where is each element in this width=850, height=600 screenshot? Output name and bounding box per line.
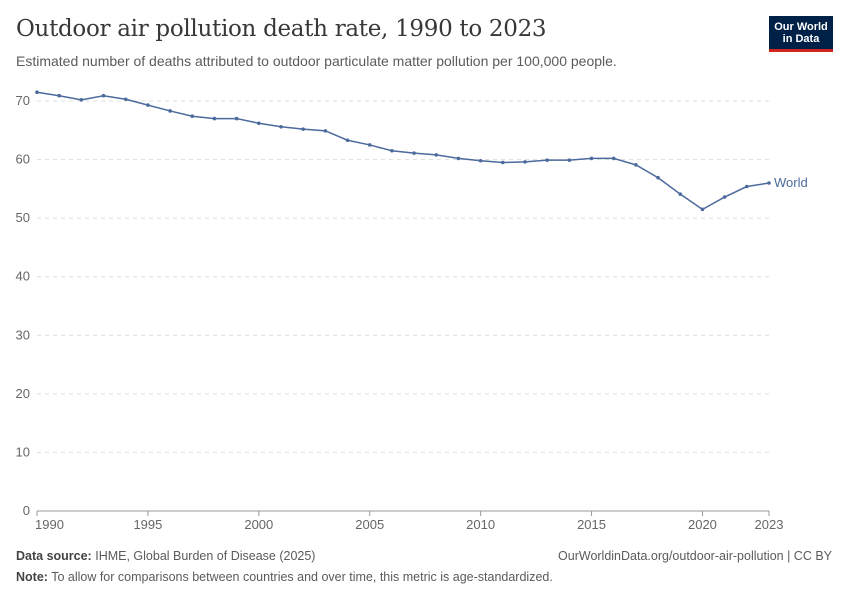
data-point [123,97,128,102]
y-tick-label: 60 [16,152,30,167]
data-point [611,156,616,161]
note-text: To allow for comparisons between countri… [51,570,553,584]
data-point [390,148,394,153]
x-tick-label: 2010 [466,517,495,532]
data-point [501,160,505,165]
x-tick-label: 2020 [688,517,717,532]
series-line-world [36,91,770,211]
data-point [456,156,461,161]
logo-line-1: Our World [774,21,828,33]
data-point [212,116,217,121]
note-label: Note: [16,570,48,584]
logo-line-2: in Data [782,33,820,45]
series-label: World [774,175,808,190]
data-point [567,158,572,162]
data-source: Data source: IHME, Global Burden of Dise… [16,549,315,563]
y-tick-label: 20 [16,386,30,401]
x-tick-label: 1995 [133,517,162,532]
note: Note: To allow for comparisons between c… [16,570,553,584]
data-point [279,124,283,129]
data-point [168,109,172,113]
data-point [57,93,61,98]
data-point [323,129,328,133]
data-point [190,114,195,119]
x-tick-label: 2005 [355,517,384,532]
data-point [767,181,771,185]
x-tick-label: 1990 [35,517,64,532]
data-point [656,175,660,180]
y-tick-label: 50 [16,210,30,225]
data-point [257,121,261,126]
data-point [79,98,84,102]
chart-title: Outdoor air pollution death rate, 1990 t… [16,16,547,42]
data-point [634,163,638,167]
data-point [678,192,683,196]
data-point [722,195,727,199]
data-point [745,184,749,189]
source-text[interactable]: IHME, Global Burden of Disease (2025) [95,549,316,563]
data-point [545,158,549,162]
y-tick-label: 70 [16,93,30,108]
x-tick-label: 2015 [577,517,606,532]
data-point [478,158,483,163]
data-point [35,90,39,95]
data-point [345,138,350,143]
data-point [101,93,106,98]
y-tick-label: 10 [16,444,30,459]
source-url[interactable]: OurWorldinData.org/outdoor-air-pollution… [558,549,832,563]
data-point [589,156,594,161]
data-point [412,151,416,155]
data-point [301,127,305,131]
data-point [234,116,239,121]
y-tick-label: 40 [16,269,30,284]
owid-logo[interactable]: Our World in Data [769,16,833,52]
data-point [700,207,705,212]
source-label: Data source: [16,549,92,563]
x-tick-label: 2023 [755,517,784,532]
y-tick-label: 0 [23,503,30,518]
data-point [367,143,372,147]
data-point [523,160,527,164]
x-tick-label: 2000 [244,517,273,532]
y-tick-label: 30 [16,327,30,342]
data-point [146,103,150,107]
data-point [434,153,439,157]
chart-subtitle: Estimated number of deaths attributed to… [16,53,617,69]
